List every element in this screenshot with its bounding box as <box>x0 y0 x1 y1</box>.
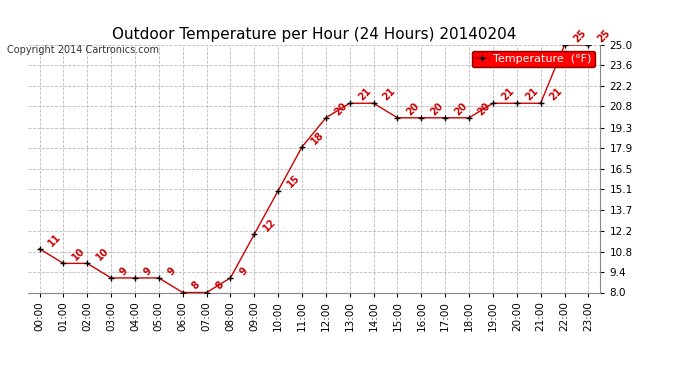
Text: 9: 9 <box>142 266 154 277</box>
Text: Copyright 2014 Cartronics.com: Copyright 2014 Cartronics.com <box>7 45 159 55</box>
Text: 12: 12 <box>262 217 278 234</box>
Text: 9: 9 <box>166 266 177 277</box>
Text: 20: 20 <box>428 100 445 117</box>
Legend: Temperature  (°F): Temperature (°F) <box>472 51 595 67</box>
Text: 20: 20 <box>452 100 469 117</box>
Text: 8: 8 <box>190 280 201 292</box>
Text: 8: 8 <box>213 280 226 292</box>
Text: 21: 21 <box>500 86 517 102</box>
Text: 25: 25 <box>571 28 588 44</box>
Title: Outdoor Temperature per Hour (24 Hours) 20140204: Outdoor Temperature per Hour (24 Hours) … <box>112 27 516 42</box>
Text: 15: 15 <box>285 173 302 190</box>
Text: 25: 25 <box>595 28 612 44</box>
Text: 20: 20 <box>404 100 421 117</box>
Text: 21: 21 <box>524 86 540 102</box>
Text: 11: 11 <box>46 231 63 248</box>
Text: 10: 10 <box>95 246 111 262</box>
Text: 10: 10 <box>70 246 87 262</box>
Text: 18: 18 <box>309 129 326 146</box>
Text: 9: 9 <box>237 266 249 277</box>
Text: 20: 20 <box>333 100 349 117</box>
Text: 21: 21 <box>357 86 373 102</box>
Text: 21: 21 <box>548 86 564 102</box>
Text: 9: 9 <box>118 266 130 277</box>
Text: 21: 21 <box>381 86 397 102</box>
Text: 20: 20 <box>476 100 493 117</box>
